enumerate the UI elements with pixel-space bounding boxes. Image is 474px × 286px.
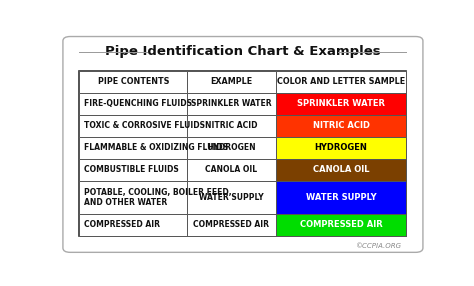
Bar [187, 115, 275, 137]
Bar [80, 159, 187, 181]
Text: HYDROGEN: HYDROGEN [315, 143, 367, 152]
Text: COMPRESSED AIR: COMPRESSED AIR [193, 220, 270, 229]
Bar [187, 71, 275, 93]
Bar [275, 159, 406, 181]
Text: EXAMPLE: EXAMPLE [210, 77, 253, 86]
Text: SPRINKLER WATER: SPRINKLER WATER [297, 99, 385, 108]
Bar [275, 71, 406, 93]
Text: WATER SUPPLY: WATER SUPPLY [199, 193, 264, 202]
Text: Pipe Identification Chart & Examples: Pipe Identification Chart & Examples [105, 45, 381, 58]
Bar [275, 214, 406, 236]
Text: HYDROGEN: HYDROGEN [207, 143, 256, 152]
Text: COLOR AND LETTER SAMPLE: COLOR AND LETTER SAMPLE [277, 77, 405, 86]
Text: COMPRESSED AIR: COMPRESSED AIR [84, 220, 160, 229]
Bar [80, 214, 187, 236]
Text: CANOLA OIL: CANOLA OIL [205, 165, 257, 174]
Text: FIRE-QUENCHING FLUIDS: FIRE-QUENCHING FLUIDS [84, 99, 192, 108]
Bar [80, 71, 406, 236]
Text: COMPRESSED AIR: COMPRESSED AIR [300, 220, 383, 229]
Bar [80, 93, 187, 115]
Text: COMBUSTIBLE FLUIDS: COMBUSTIBLE FLUIDS [84, 165, 179, 174]
Bar [80, 71, 187, 93]
Text: ©CCPIA.ORG: ©CCPIA.ORG [355, 243, 401, 249]
Bar [275, 181, 406, 214]
Bar [187, 137, 275, 159]
Bar [187, 181, 275, 214]
Bar [80, 181, 187, 214]
Text: SPRINKLER WATER: SPRINKLER WATER [191, 99, 272, 108]
Bar [275, 115, 406, 137]
Bar [275, 93, 406, 115]
Text: WATER SUPPLY: WATER SUPPLY [306, 193, 376, 202]
Bar [275, 137, 406, 159]
Text: FLAMMABLE & OXIDIZING FLUIDS: FLAMMABLE & OXIDIZING FLUIDS [84, 143, 228, 152]
Text: PIPE CONTENTS: PIPE CONTENTS [98, 77, 169, 86]
Text: TOXIC & CORROSIVE FLUIDS: TOXIC & CORROSIVE FLUIDS [84, 121, 205, 130]
Bar [187, 93, 275, 115]
Bar [80, 137, 187, 159]
Text: POTABLE, COOLING, BOILER FEED,
AND OTHER WATER: POTABLE, COOLING, BOILER FEED, AND OTHER… [84, 188, 231, 207]
Bar [187, 214, 275, 236]
Bar [80, 115, 187, 137]
Text: NITRIC ACID: NITRIC ACID [205, 121, 258, 130]
Text: NITRIC ACID: NITRIC ACID [312, 121, 370, 130]
FancyBboxPatch shape [63, 37, 423, 252]
Bar [187, 159, 275, 181]
Text: CANOLA OIL: CANOLA OIL [313, 165, 369, 174]
